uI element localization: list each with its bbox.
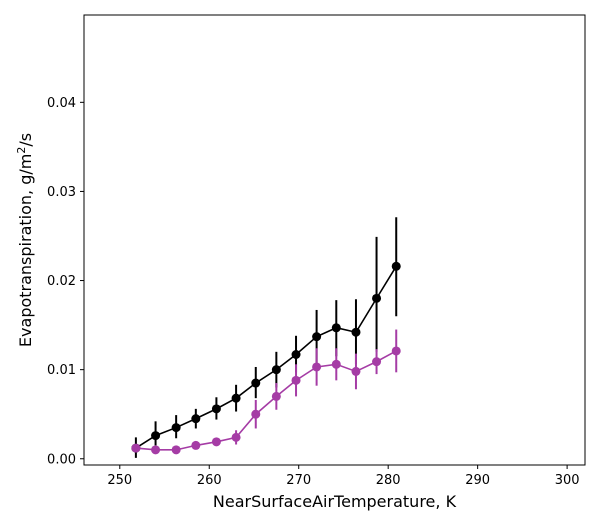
data-point — [331, 359, 341, 369]
data-point — [331, 323, 341, 333]
y-tick-label: 0.02 — [47, 274, 76, 289]
data-point — [251, 378, 261, 388]
x-tick-label: 300 — [555, 473, 580, 488]
y-tick-label: 0.03 — [47, 185, 76, 200]
axis-ticks: 250 260 270 280 290 300 0.00 0.01 0.02 0.03 0.04 — [47, 96, 579, 488]
data-point — [372, 357, 382, 367]
data-point — [391, 346, 401, 356]
y-tick-label: 0.04 — [47, 96, 76, 111]
y-axis-label: Evapotranspiration, g/m2/s — [15, 133, 35, 347]
data-point — [211, 404, 221, 414]
data-point — [351, 327, 361, 337]
y-axis-label-tail: /s — [16, 133, 35, 147]
data-point — [171, 445, 181, 455]
y-axis-label-main: Evapotranspiration, g/m — [16, 154, 35, 347]
plot-area — [131, 217, 401, 458]
x-tick-label: 260 — [197, 473, 222, 488]
series-1 — [131, 217, 401, 458]
data-point — [171, 423, 181, 433]
y-axis-label-superscript: 2 — [15, 147, 28, 154]
x-tick-label: 250 — [107, 473, 132, 488]
data-point — [231, 432, 241, 442]
data-point — [351, 366, 361, 376]
y-tick-label: 0.00 — [47, 452, 76, 467]
x-axis-label: NearSurfaceAirTemperature, K — [213, 492, 457, 511]
data-point — [291, 350, 301, 360]
data-point — [391, 261, 401, 271]
data-point — [151, 431, 161, 441]
data-point — [271, 365, 281, 375]
data-point — [191, 414, 201, 424]
series-2 — [131, 329, 401, 455]
x-tick-label: 280 — [376, 473, 401, 488]
y-tick-label: 0.01 — [47, 363, 76, 378]
data-point — [312, 332, 322, 342]
data-point — [291, 375, 301, 385]
data-point — [312, 362, 322, 372]
data-point — [271, 391, 281, 401]
data-point — [251, 409, 261, 419]
data-point — [231, 393, 241, 403]
data-point — [131, 443, 141, 453]
axes-frame — [83, 14, 586, 466]
data-point — [151, 445, 161, 455]
x-tick-label: 270 — [286, 473, 311, 488]
x-tick-label: 290 — [465, 473, 490, 488]
data-point — [372, 293, 382, 303]
data-point — [211, 437, 221, 447]
data-point — [191, 440, 201, 450]
